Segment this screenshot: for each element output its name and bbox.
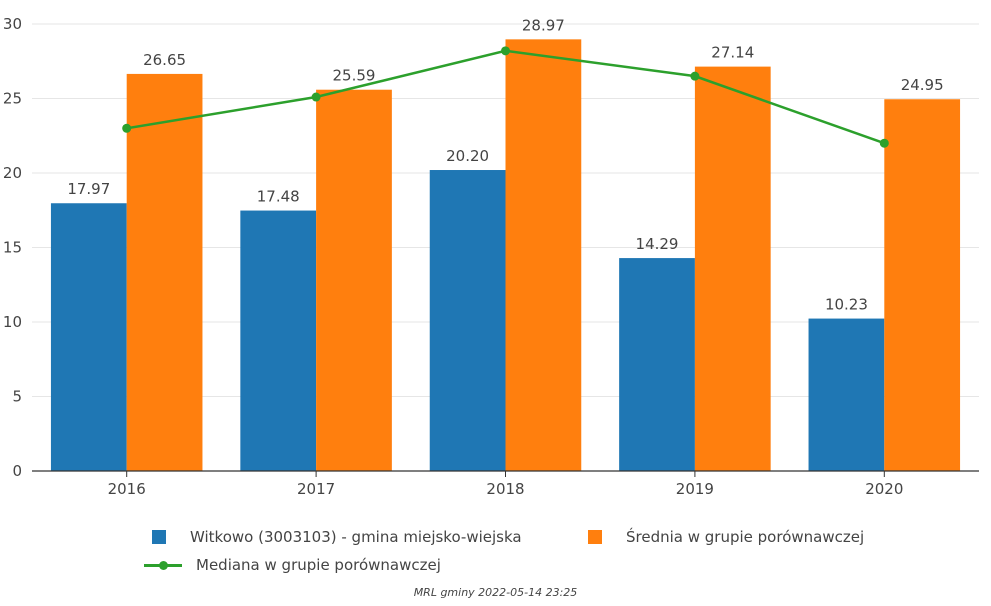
bar-value-label: 28.97 — [522, 16, 565, 34]
y-tick-label: 5 — [12, 388, 22, 406]
median-point[interactable] — [690, 71, 700, 81]
data-labels: 17.97 17.48 20.20 14.29 10.23 26.65 25.59 28.97… — [67, 16, 943, 313]
bar-value-label: 20.20 — [446, 147, 489, 165]
legend-swatch-mediana — [144, 558, 182, 572]
x-tick-label: 2018 — [486, 480, 524, 498]
bar-value-label: 27.14 — [711, 44, 754, 62]
legend-swatch-srednia — [588, 530, 602, 544]
bar-witkowo[interactable] — [240, 210, 317, 471]
legend-item-mediana[interactable]: Mediana w grupie porównawczej — [144, 556, 441, 574]
legend-item-witkowo[interactable]: Witkowo (3003103) - gmina miejsko-wiejsk… — [152, 528, 522, 546]
chart: 0 5 10 15 20 25 30 17.97 17.48 20.20 14.29 10.23 26… — [3, 15, 979, 498]
y-tick-label: 0 — [12, 462, 22, 480]
footer-timestamp: MRL gminy 2022-05-14 23:25 — [413, 586, 578, 599]
bar-witkowo[interactable] — [808, 318, 885, 471]
bar-srednia[interactable] — [316, 89, 392, 472]
bar-value-label: 24.95 — [901, 76, 944, 94]
bar-value-label: 10.23 — [825, 296, 868, 314]
bar-srednia[interactable] — [694, 66, 771, 471]
y-tick-label: 30 — [3, 15, 22, 33]
x-tick-label: 2016 — [108, 480, 146, 498]
bar-value-label: 25.59 — [333, 67, 376, 85]
median-point[interactable] — [879, 138, 889, 148]
median-point[interactable] — [122, 123, 132, 133]
x-axis: 2016 2017 2018 2019 2020 — [32, 470, 979, 498]
bar-srednia[interactable] — [126, 73, 203, 471]
bar-witkowo[interactable] — [50, 203, 127, 471]
legend-label-srednia: Średnia w grupie porównawczej — [626, 528, 865, 546]
y-tick-label: 25 — [3, 90, 22, 108]
bar-value-label: 17.48 — [257, 188, 300, 206]
y-tick-label: 20 — [3, 164, 22, 182]
median-line — [122, 46, 889, 148]
legend-item-srednia[interactable]: Średnia w grupie porównawczej — [588, 528, 864, 546]
y-tick-label: 15 — [3, 239, 22, 257]
median-point[interactable] — [311, 92, 321, 102]
legend-label-mediana: Mediana w grupie porównawczej — [196, 556, 441, 574]
legend-label-witkowo: Witkowo (3003103) - gmina miejsko-wiejsk… — [190, 528, 522, 546]
median-point[interactable] — [501, 46, 510, 56]
x-tick-label: 2017 — [297, 480, 335, 498]
bar-srednia[interactable] — [505, 39, 582, 472]
bar-value-label: 17.97 — [67, 180, 110, 198]
bar-srednia[interactable] — [884, 99, 961, 472]
x-tick-label: 2020 — [865, 480, 903, 498]
y-axis-ticks: 0 5 10 15 20 25 30 — [3, 15, 22, 480]
bar-witkowo[interactable] — [429, 170, 506, 471]
legend-swatch-witkowo — [152, 530, 166, 544]
bar-witkowo[interactable] — [619, 258, 695, 471]
x-tick-label: 2019 — [676, 480, 714, 498]
y-tick-label: 10 — [3, 313, 22, 331]
bars — [50, 39, 961, 472]
bar-value-label: 14.29 — [636, 235, 679, 253]
bar-value-label: 26.65 — [143, 51, 186, 69]
